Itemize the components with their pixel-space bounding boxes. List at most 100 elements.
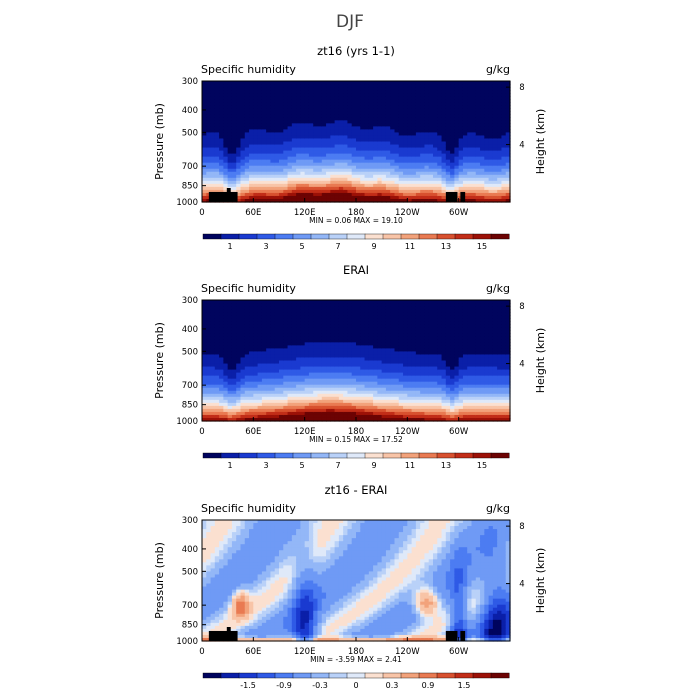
field-cell <box>360 174 366 179</box>
field-cell <box>488 150 494 155</box>
field-cell <box>368 171 374 176</box>
field-cell <box>420 87 426 91</box>
field-cell <box>381 162 387 167</box>
field-cell <box>300 147 306 152</box>
field-cell <box>317 393 323 398</box>
field-cell <box>411 102 417 106</box>
field-cell <box>356 186 361 191</box>
field-cell <box>279 300 284 304</box>
field-cell <box>296 162 301 167</box>
field-cell <box>330 81 336 85</box>
field-cell <box>287 141 293 146</box>
field-cell <box>210 387 216 392</box>
field-cell <box>244 171 250 176</box>
field-cell <box>411 375 417 380</box>
field-cell <box>334 159 340 164</box>
topography-block <box>453 191 455 202</box>
field-cell <box>398 93 404 97</box>
field-cell <box>202 117 207 121</box>
field-cell <box>462 150 468 155</box>
field-cell <box>407 111 413 115</box>
field-cell <box>300 111 306 115</box>
field-cell <box>231 351 237 356</box>
field-cell <box>501 195 507 200</box>
field-cell <box>497 189 503 194</box>
field-cell <box>445 90 451 94</box>
field-cell <box>236 90 242 94</box>
field-cell <box>398 192 404 197</box>
field-cell <box>347 126 353 131</box>
field-cell <box>385 348 391 353</box>
field-cell <box>343 411 349 416</box>
field-cell <box>497 165 503 170</box>
field-cell <box>338 99 344 103</box>
field-cell <box>283 102 289 106</box>
field-cell <box>326 135 331 140</box>
field-cell <box>313 372 319 377</box>
field-cell <box>240 177 246 182</box>
field-cell <box>488 132 494 137</box>
field-cell <box>274 360 280 365</box>
field-cell <box>202 363 207 368</box>
field-cell <box>385 408 391 413</box>
field-cell <box>398 90 404 94</box>
field-cell <box>403 138 408 143</box>
field-cell <box>454 123 460 127</box>
field-cell <box>368 333 374 337</box>
field-cell <box>308 111 314 115</box>
field-cell <box>394 417 400 422</box>
field-cell <box>441 177 447 182</box>
field-cell <box>253 303 259 307</box>
field-cell <box>334 99 340 103</box>
field-cell <box>441 84 447 88</box>
field-cell <box>364 117 370 121</box>
field-cell <box>321 111 327 115</box>
field-cell <box>377 387 383 392</box>
field-cell <box>364 387 370 392</box>
field-cell <box>373 165 378 170</box>
field-cell <box>236 84 242 88</box>
field-cell <box>373 390 378 395</box>
field-cell <box>334 147 340 152</box>
field-cell <box>206 318 212 322</box>
field-cell <box>364 372 370 377</box>
field-cell <box>338 84 344 88</box>
field-cell <box>454 138 460 143</box>
field-cell <box>231 174 237 179</box>
field-cell <box>492 84 498 88</box>
field-cell <box>356 102 361 106</box>
field-cell <box>385 192 391 197</box>
field-cell <box>505 144 511 149</box>
field-cell <box>411 405 417 410</box>
field-cell <box>244 144 250 149</box>
field-cell <box>373 192 378 197</box>
field-cell <box>291 345 297 350</box>
field-cell <box>261 159 267 164</box>
field-cell <box>330 321 336 325</box>
field-cell <box>287 312 293 316</box>
field-cell <box>274 306 280 310</box>
field-cell <box>403 123 408 127</box>
field-cell <box>484 96 490 100</box>
field-cell <box>330 132 336 137</box>
field-cell <box>283 132 289 137</box>
field-cell <box>398 129 404 134</box>
field-cell <box>279 153 284 158</box>
field-cell <box>304 318 310 322</box>
field-cell <box>206 345 212 350</box>
field-cell <box>287 189 293 194</box>
field-cell <box>279 198 284 203</box>
field-cell <box>381 312 387 316</box>
field-cell <box>270 117 276 121</box>
field-cell <box>368 342 374 346</box>
field-cell <box>338 306 344 310</box>
field-cell <box>291 162 297 167</box>
topography-block <box>214 191 217 202</box>
field-cell <box>428 99 434 103</box>
field-cell <box>313 345 319 350</box>
field-cell <box>308 384 314 389</box>
field-cell <box>326 387 331 392</box>
field-cell <box>351 348 357 353</box>
field-cell <box>484 120 490 124</box>
field-cell <box>334 162 340 167</box>
